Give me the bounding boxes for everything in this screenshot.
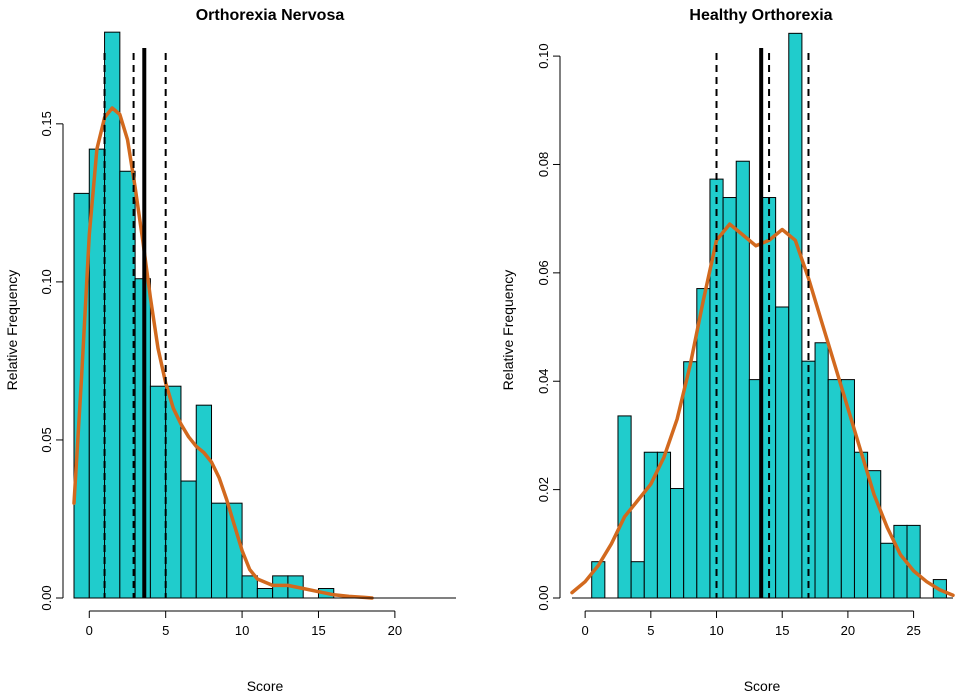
chart-title: Orthorexia Nervosa (196, 7, 345, 24)
histogram-bar (226, 502, 243, 599)
y-tick-label: 0.00 (39, 585, 54, 610)
x-tick-label: 5 (647, 623, 654, 638)
histogram-bar (906, 524, 921, 599)
histogram-bar (683, 361, 698, 599)
histogram-bar (256, 588, 274, 599)
y-tick-label: 0.05 (39, 427, 54, 452)
x-tick-label: 10 (235, 623, 249, 638)
y-tick-label: 0.10 (536, 43, 551, 68)
histogram-bar (775, 306, 790, 599)
histogram-bar (814, 342, 829, 599)
y-tick-label: 0.04 (536, 369, 551, 394)
x-tick-label: 0 (582, 623, 589, 638)
histogram-bar (880, 542, 895, 599)
y-tick-label: 0.02 (536, 477, 551, 502)
histogram-bar (241, 575, 258, 599)
y-tick-label: 0.15 (39, 111, 54, 136)
x-tick-label: 10 (709, 623, 723, 638)
x-tick-label: 5 (162, 623, 169, 638)
x-tick-label: 15 (311, 623, 325, 638)
y-tick-label: 0.10 (39, 269, 54, 294)
histogram-bar (149, 385, 167, 599)
histogram-bar (180, 480, 197, 599)
x-axis-label: Score (744, 678, 781, 694)
y-tick-label: 0.00 (536, 585, 551, 610)
x-tick-label: 20 (841, 623, 855, 638)
histogram-bars (73, 31, 335, 599)
panel-healthy-orthorexia: Healthy Orthorexia Score Relative Freque… (500, 7, 955, 694)
histogram-bar (696, 288, 711, 599)
chart-title: Healthy Orthorexia (689, 7, 832, 24)
histogram-bar (211, 502, 228, 599)
x-tick-label: 20 (388, 623, 402, 638)
density-curve (72, 106, 374, 600)
y-axis-label: Relative Frequency (4, 270, 20, 391)
histogram-bar (853, 451, 869, 599)
histogram-bar (617, 415, 632, 599)
y-tick-label: 0.06 (536, 260, 551, 285)
histogram-bar (735, 160, 750, 599)
histogram-bar (722, 197, 737, 599)
y-tick-label: 0.08 (536, 152, 551, 177)
histogram-bar (788, 32, 803, 599)
y-axis-label: Relative Frequency (500, 270, 516, 391)
histogram-bar (670, 488, 685, 599)
panel-orthorexia-nervosa: Orthorexia Nervosa Score Relative Freque… (4, 7, 456, 694)
histogram-bar (630, 561, 645, 599)
x-axis-label: Score (247, 678, 284, 694)
histogram-bar (827, 379, 842, 599)
x-tick-label: 25 (906, 623, 920, 638)
x-tick-label: 0 (86, 623, 93, 638)
histogram-bar (195, 404, 213, 599)
histogram-bar (656, 451, 672, 599)
x-tick-label: 15 (775, 623, 789, 638)
